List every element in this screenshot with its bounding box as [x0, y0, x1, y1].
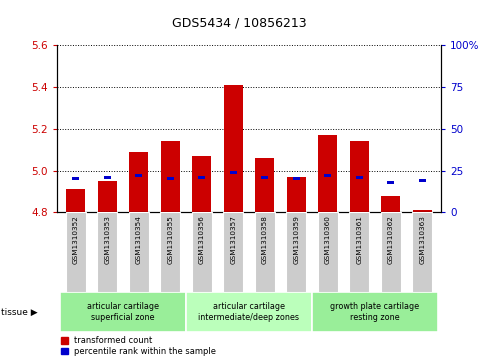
Bar	[66, 189, 85, 212]
Bar	[324, 174, 331, 177]
Bar	[255, 158, 274, 212]
Bar	[198, 176, 205, 179]
Text: tissue ▶: tissue ▶	[1, 308, 37, 317]
Text: GSM1310354: GSM1310354	[136, 215, 141, 264]
Bar	[387, 181, 394, 184]
Bar	[356, 176, 363, 179]
Bar	[224, 85, 243, 212]
Bar	[286, 212, 306, 292]
Bar	[261, 176, 268, 179]
Bar	[104, 176, 110, 179]
Bar	[312, 292, 438, 332]
Text: GSM1310360: GSM1310360	[325, 215, 331, 264]
Text: GSM1310359: GSM1310359	[293, 215, 299, 264]
Bar	[293, 178, 300, 180]
Bar	[160, 212, 180, 292]
Bar	[60, 292, 186, 332]
Text: GSM1310355: GSM1310355	[167, 215, 173, 264]
Text: GSM1310361: GSM1310361	[356, 215, 362, 264]
Bar	[129, 212, 149, 292]
Text: articular cartilage
intermediate/deep zones: articular cartilage intermediate/deep zo…	[199, 302, 299, 322]
Bar	[318, 135, 337, 212]
Bar	[129, 152, 148, 212]
Text: GDS5434 / 10856213: GDS5434 / 10856213	[172, 16, 307, 29]
Bar	[419, 179, 426, 182]
Bar	[186, 292, 312, 332]
Bar	[66, 212, 86, 292]
Bar	[381, 212, 401, 292]
Bar	[192, 212, 212, 292]
Text: articular cartilage
superficial zone: articular cartilage superficial zone	[87, 302, 159, 322]
Text: growth plate cartilage
resting zone: growth plate cartilage resting zone	[330, 302, 420, 322]
Bar	[223, 212, 243, 292]
Bar	[413, 210, 432, 212]
Legend: transformed count, percentile rank within the sample: transformed count, percentile rank withi…	[61, 336, 216, 356]
Bar	[72, 178, 79, 180]
Bar	[98, 181, 116, 212]
Text: GSM1310353: GSM1310353	[104, 215, 110, 264]
Bar	[135, 174, 142, 177]
Bar	[161, 142, 179, 212]
Text: GSM1310356: GSM1310356	[199, 215, 205, 264]
Bar	[255, 212, 275, 292]
Bar	[192, 156, 211, 212]
Bar	[317, 212, 338, 292]
Text: GSM1310362: GSM1310362	[388, 215, 394, 264]
Bar	[230, 171, 237, 174]
Text: GSM1310358: GSM1310358	[262, 215, 268, 264]
Bar	[349, 212, 369, 292]
Bar	[287, 177, 306, 212]
Text: GSM1310363: GSM1310363	[420, 215, 425, 264]
Bar	[167, 178, 174, 180]
Bar	[97, 212, 117, 292]
Bar	[412, 212, 432, 292]
Bar	[350, 142, 369, 212]
Bar	[382, 196, 400, 212]
Text: GSM1310352: GSM1310352	[72, 215, 78, 264]
Text: GSM1310357: GSM1310357	[230, 215, 236, 264]
